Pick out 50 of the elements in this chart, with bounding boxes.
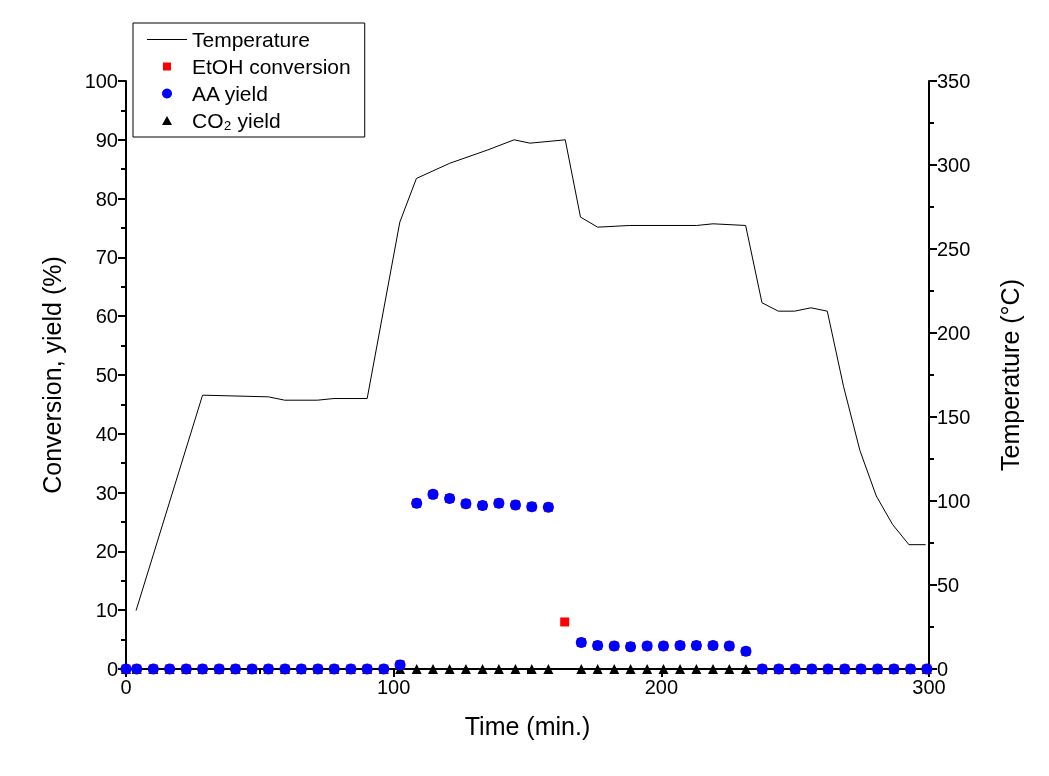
point xyxy=(675,664,686,674)
point xyxy=(428,664,439,674)
y2-tick-label: 350 xyxy=(937,70,971,92)
point xyxy=(444,664,455,674)
x-tick-label: 200 xyxy=(644,676,679,698)
point xyxy=(477,664,488,674)
y2-tick-label: 50 xyxy=(937,574,960,596)
point xyxy=(560,617,570,627)
point xyxy=(658,664,669,674)
x-tick-label: 100 xyxy=(376,676,411,698)
y2-axis-title: Temperature (°C) xyxy=(995,279,1024,471)
point xyxy=(493,664,504,674)
point xyxy=(411,664,422,674)
point xyxy=(460,664,471,674)
legend-label: Temperature xyxy=(192,28,310,51)
y-tick-label: 10 xyxy=(95,599,118,622)
y-tick-label: 30 xyxy=(95,481,118,504)
y2-tick-label: 150 xyxy=(937,406,971,428)
point xyxy=(707,664,718,674)
point xyxy=(510,664,521,674)
line-series xyxy=(135,139,926,611)
y2-tick-label: 200 xyxy=(937,322,971,344)
y-axis-title: Conversion, yield (%) xyxy=(37,256,66,494)
point xyxy=(642,664,653,674)
y-tick-label: 80 xyxy=(95,187,118,210)
legend-label: CO₂ yield xyxy=(192,109,281,132)
point xyxy=(724,664,735,674)
y-tick-label: 20 xyxy=(95,540,118,563)
x-axis-title: Time (min.) xyxy=(464,711,591,740)
point xyxy=(543,664,554,674)
y-tick-label: 40 xyxy=(95,422,118,445)
y2-tick-label: 250 xyxy=(937,238,971,260)
y-tick-label: 60 xyxy=(95,305,118,328)
y-tick-label: 50 xyxy=(95,364,118,386)
point xyxy=(609,664,620,674)
point xyxy=(526,664,537,674)
point xyxy=(625,664,636,674)
x-tick-label: 0 xyxy=(120,676,132,698)
y-tick-label: 90 xyxy=(95,128,118,151)
y2-tick-label: 300 xyxy=(937,154,971,176)
point xyxy=(576,664,587,674)
y-tick-label: 0 xyxy=(106,658,118,680)
y-tick-label: 70 xyxy=(95,246,118,269)
legend-label: EtOH conversion xyxy=(192,55,351,78)
point xyxy=(592,664,603,674)
point xyxy=(691,664,702,674)
y2-tick-label: 100 xyxy=(937,490,971,512)
point xyxy=(740,664,751,674)
legend-label: AA yield xyxy=(192,82,268,105)
y-tick-label: 100 xyxy=(84,70,118,92)
